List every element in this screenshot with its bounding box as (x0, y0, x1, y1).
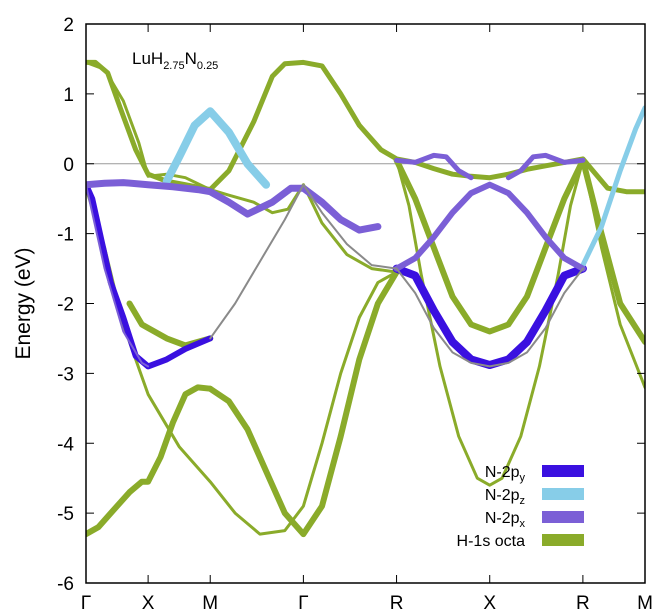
x-tick-label: X (483, 593, 496, 614)
legend-swatch (542, 534, 584, 546)
y-tick-label: -5 (57, 504, 74, 525)
y-tick-label: -4 (57, 434, 74, 455)
legend-swatch (542, 465, 584, 477)
band-line-19 (505, 152, 586, 181)
band-line-8 (581, 158, 645, 389)
band-line-12 (580, 105, 645, 268)
y-tick-label: 1 (63, 85, 74, 106)
band-line-3 (86, 384, 214, 538)
band-line-14 (393, 181, 586, 272)
x-tick-label: Γ (298, 593, 308, 614)
legend: N-2py N-2pz N-2px H-1s octa (457, 464, 584, 550)
band-lines (86, 59, 645, 538)
y-tick-label: 2 (63, 15, 74, 36)
band-line-6 (395, 158, 585, 487)
band-line-2 (86, 186, 399, 536)
band-line-17 (395, 267, 584, 368)
y-tick-label: -6 (57, 574, 74, 595)
y-tick-label: -2 (57, 295, 74, 316)
legend-label: N-2pz (485, 487, 525, 507)
compound-label: LuH2.75N0.25 (132, 49, 218, 72)
x-tick-label: R (576, 593, 590, 614)
band-line-10 (392, 264, 587, 369)
band-line-13 (86, 179, 382, 234)
legend-label: N-2px (485, 510, 526, 530)
legend-swatch (542, 488, 584, 500)
band-line-5 (126, 300, 214, 349)
band-line-9 (86, 181, 214, 370)
band-line-1 (86, 60, 399, 274)
y-tick-label: -1 (57, 225, 74, 246)
legend-label: H-1s octa (457, 533, 526, 550)
x-tick-label: Γ (81, 593, 91, 614)
legend-swatch (542, 511, 584, 523)
band-line-18 (394, 152, 474, 181)
y-axis-label: Energy (eV) (12, 247, 35, 359)
axis-ticks: 2 1 0 -1 -2 -3 -4 -5 -6 Γ X M Γ R X R M (57, 15, 653, 614)
band-line-7 (393, 157, 645, 345)
x-tick-label: M (637, 593, 653, 614)
x-tick-label: X (142, 593, 155, 614)
x-tick-label: M (202, 593, 218, 614)
band-line-11 (162, 107, 271, 189)
y-tick-label: -3 (57, 364, 74, 385)
legend-label: N-2py (485, 464, 526, 484)
band-line-4 (207, 269, 400, 538)
band-line-15 (86, 183, 150, 368)
band-line-16 (209, 183, 398, 340)
x-tick-label: R (390, 593, 404, 614)
y-tick-label: 0 (63, 155, 74, 176)
y-axis-title: Energy (eV) (12, 247, 35, 359)
